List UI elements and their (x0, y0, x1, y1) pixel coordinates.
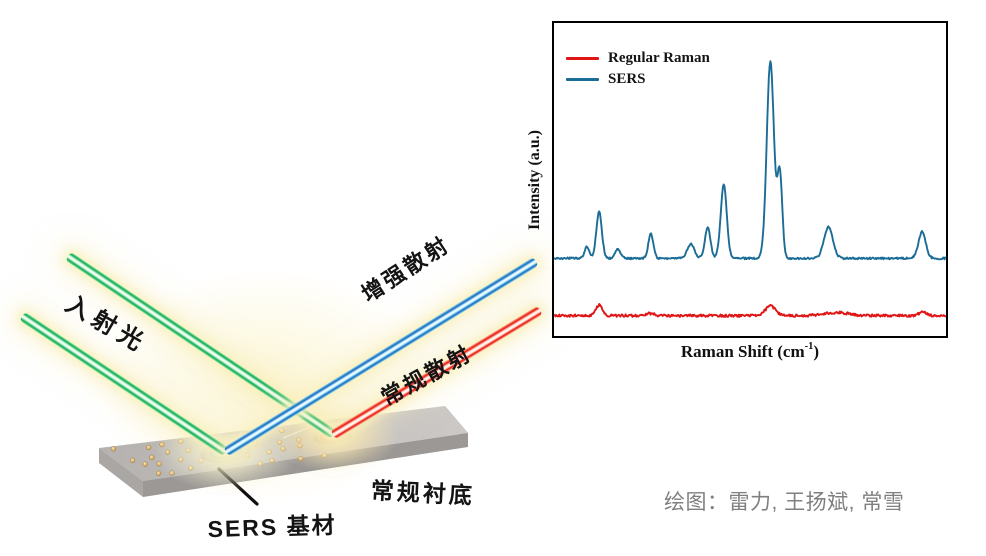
x-axis-label-exponent: -1 (804, 340, 814, 352)
nanoparticle-dot (146, 444, 152, 451)
sers-substrate-label: SERS 基材 (207, 511, 337, 543)
x-axis-label: Raman Shift (cm-1) (552, 340, 948, 362)
nanoparticle-dot (178, 456, 184, 463)
nanoparticle-dot (188, 465, 194, 471)
nanoparticle-dot (156, 461, 162, 467)
nanoparticle-dot (110, 446, 117, 452)
x-axis-label-close: ) (813, 342, 820, 361)
nanoparticle-dot (297, 443, 303, 449)
sers-pointer-line (217, 467, 259, 506)
nanoparticle-dot (279, 427, 285, 434)
enhanced-scattering-label: 增强散射 (357, 231, 455, 307)
nanoparticle-dot (257, 461, 263, 467)
legend-row-sers: SERS (566, 69, 710, 90)
regular-substrate-label: 常规衬底 (370, 477, 476, 509)
plot-area: Regular Raman SERS (552, 21, 948, 338)
nanoparticle-dot (276, 439, 283, 446)
nanoparticle-dot (164, 449, 171, 455)
regular-raman-line-swatch (566, 57, 599, 60)
nanoparticle-dot (178, 438, 184, 445)
curve-sers (554, 60, 946, 261)
credit-text: 绘图：雷力, 王扬斌, 常雪 (664, 491, 905, 514)
nanoparticle-dot (129, 457, 136, 463)
nanoparticle-dot (280, 446, 286, 452)
nanoparticle-dot (159, 441, 165, 448)
legend-label: Regular Raman (608, 50, 710, 66)
nanoparticle-dot (298, 456, 304, 462)
y-axis-label: Intensity (a.u.) (526, 130, 543, 231)
nanoparticle-dot (198, 457, 204, 464)
substrate-left-face (99, 448, 143, 497)
x-axis-label-text: Raman Shift (cm (680, 342, 805, 361)
sers-line-swatch (566, 78, 599, 81)
substrate-right-face (445, 406, 468, 447)
nanoparticle-dot (244, 453, 250, 459)
chart-legend: Regular Raman SERS (566, 48, 710, 90)
nanoparticle-dot (296, 437, 302, 443)
nanoparticle-dot (185, 447, 191, 454)
legend-label: SERS (608, 71, 646, 87)
curve-regular-raman (554, 303, 946, 318)
legend-row-regular-raman: Regular Raman (566, 48, 710, 69)
nanoparticle-dot (142, 461, 148, 467)
nanoparticle-dot (149, 454, 155, 461)
nanoparticle-dot (169, 470, 175, 476)
spectra-curves (554, 60, 946, 318)
nanoparticle-dot (266, 449, 272, 455)
nanoparticle-dot (269, 457, 275, 464)
nanoparticle-dot (253, 441, 259, 447)
nanoparticle-dot (321, 452, 328, 459)
nanoparticle-dot (155, 470, 162, 476)
